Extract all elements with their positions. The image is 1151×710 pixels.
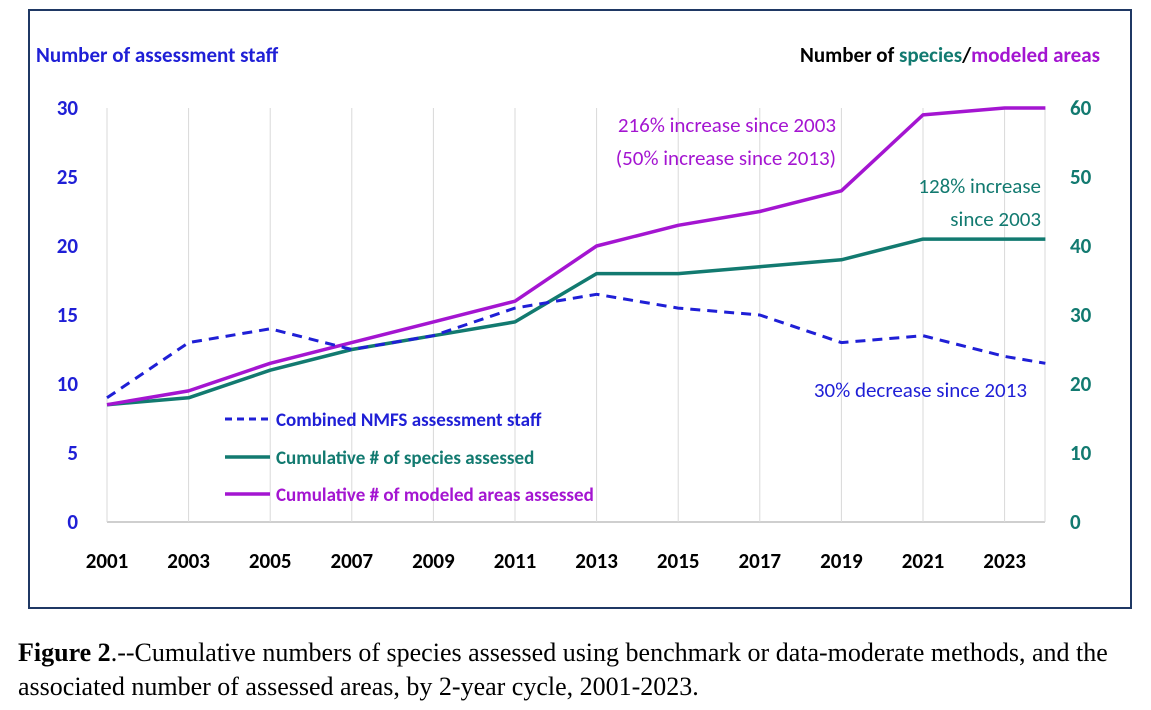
series-line-staff — [106, 292, 1046, 400]
series-line-areas — [106, 106, 1046, 407]
left-tick-label: 15 — [57, 302, 78, 328]
right-tick-label: 60 — [1070, 95, 1092, 121]
x-tick-label: 2003 — [167, 548, 210, 574]
right-tick-label: 30 — [1070, 302, 1092, 328]
right-tick-label: 0 — [1070, 509, 1081, 535]
x-tick-label: 2019 — [820, 548, 863, 574]
line-chart: Number of assessment staff Number of spe… — [36, 42, 1100, 574]
x-tick-label: 2009 — [412, 548, 455, 574]
grid-lines — [106, 108, 1046, 523]
legend: Combined NMFS assessment staff Cumulativ… — [225, 409, 594, 507]
x-tick-label: 2023 — [983, 548, 1026, 574]
figure-caption-text: .--Cumulative numbers of species assesse… — [18, 638, 1108, 701]
x-axis-ticks: 2001 2003 2005 2007 2009 2011 2013 2015 2017 2019… — [86, 548, 1027, 574]
left-tick-label: 25 — [57, 164, 78, 190]
right-tick-label: 20 — [1070, 371, 1092, 397]
series-line-species — [106, 237, 1046, 407]
x-tick-label: 2017 — [739, 548, 782, 574]
annotation-areas-line1: 216% increase since 2003 — [618, 112, 836, 138]
figure-caption-label: Figure 2 — [18, 638, 111, 667]
right-tick-label: 50 — [1070, 164, 1092, 190]
left-tick-label: 30 — [57, 95, 79, 121]
figure-caption: Figure 2.--Cumulative numbers of species… — [18, 636, 1128, 704]
right-axis-title-sep: / — [961, 42, 972, 68]
x-tick-label: 2005 — [249, 548, 292, 574]
legend-item-areas: Cumulative # of modeled areas assessed — [225, 484, 594, 507]
legend-item-species: Cumulative # of species assessed — [225, 447, 534, 470]
annotation-species-line1: 128% increase — [918, 173, 1041, 199]
x-tick-label: 2001 — [86, 548, 129, 574]
left-axis-ticks: 0 5 10 15 20 25 30 — [57, 95, 79, 535]
annotation-species-line2: since 2003 — [950, 206, 1041, 232]
right-axis-ticks: 0 10 20 30 40 50 60 — [1070, 95, 1092, 535]
annotation-areas-line2: (50% increase since 2013) — [616, 145, 836, 171]
left-tick-label: 0 — [67, 509, 78, 535]
series-lines — [106, 106, 1046, 407]
annotation-staff: 30% decrease since 2013 — [814, 377, 1027, 403]
legend-item-staff: Combined NMFS assessment staff — [225, 409, 542, 432]
left-tick-label: 5 — [67, 440, 78, 466]
right-tick-label: 40 — [1070, 233, 1092, 259]
x-tick-label: 2011 — [494, 548, 537, 574]
legend-label-staff: Combined NMFS assessment staff — [276, 409, 542, 432]
legend-label-areas: Cumulative # of modeled areas assessed — [276, 484, 594, 507]
left-tick-label: 20 — [57, 233, 79, 259]
right-tick-label: 10 — [1070, 440, 1092, 466]
left-axis-title: Number of assessment staff — [36, 42, 279, 68]
right-axis-title-areas: modeled areas — [971, 42, 1100, 68]
legend-label-species: Cumulative # of species assessed — [276, 447, 534, 470]
chart-frame — [28, 9, 1132, 609]
right-axis-title: Number of species/modeled areas — [800, 42, 1100, 68]
x-tick-label: 2015 — [657, 548, 700, 574]
x-tick-label: 2013 — [575, 548, 618, 574]
left-tick-label: 10 — [57, 371, 79, 397]
right-axis-title-species: species — [899, 42, 962, 68]
right-axis-title-prefix: Number of — [800, 42, 899, 68]
x-tick-label: 2021 — [902, 548, 945, 574]
x-tick-label: 2007 — [331, 548, 374, 574]
